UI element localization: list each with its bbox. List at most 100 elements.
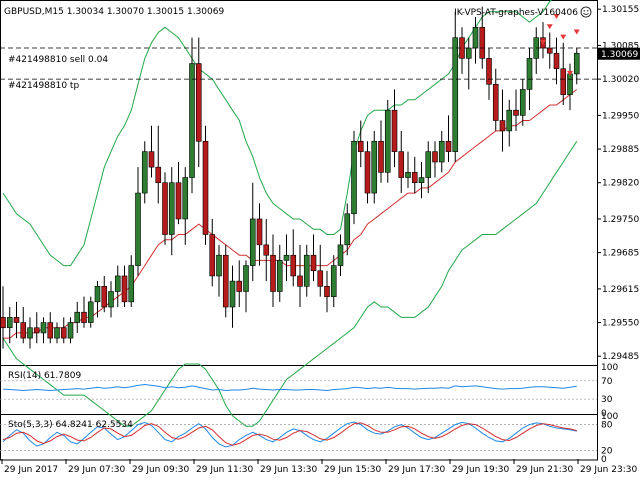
candle [236, 260, 243, 308]
trade-arrow [540, 39, 546, 45]
candle-body [236, 280, 243, 292]
candle-body [135, 192, 141, 266]
candle [533, 27, 540, 74]
candle [465, 37, 472, 90]
stochastic-label: Sto(5,3,3) 64.8241 62.5534 [8, 420, 133, 430]
candle-body [101, 286, 108, 308]
candle [94, 281, 101, 318]
candle-body [519, 89, 526, 116]
candle-body [432, 151, 438, 163]
candle [297, 244, 303, 308]
candle [351, 130, 357, 225]
candle [67, 317, 74, 344]
candle [290, 229, 297, 287]
current-price-badge [598, 47, 640, 60]
candle-body [189, 63, 195, 178]
candle-body [270, 254, 276, 292]
candle-body [47, 322, 54, 339]
candle [398, 130, 405, 194]
candle [486, 48, 492, 100]
candle-body [6, 317, 13, 329]
moving-average [3, 89, 578, 339]
rsi-level-label: 30 [601, 395, 613, 405]
candle-body [94, 286, 101, 303]
stochastic-level-label: 20 [601, 446, 613, 456]
candle-body [411, 172, 418, 184]
candle-body [330, 265, 337, 297]
candle-body [479, 27, 486, 59]
candle-body [567, 73, 573, 95]
candle [371, 130, 378, 204]
smiley-icon [580, 6, 592, 18]
candle-body [202, 140, 209, 235]
candle-body [384, 109, 391, 173]
candle-body [141, 151, 148, 194]
candle [560, 42, 567, 106]
candle [175, 161, 182, 225]
candle-body [283, 254, 290, 261]
candle-body [553, 52, 560, 70]
candle-body [418, 177, 425, 184]
stochastic-signal-line [2, 422, 577, 446]
candle-body [249, 218, 256, 266]
candle [513, 89, 519, 131]
symbol-info-label: GBPUSD,M15 1.30034 1.30070 1.30015 1.300… [4, 7, 224, 17]
candle-body [0, 317, 6, 329]
candle-body [20, 322, 27, 339]
candle-body [13, 317, 20, 323]
candle [195, 37, 202, 168]
candle [141, 141, 148, 204]
candle [432, 141, 438, 178]
candle-body [216, 254, 222, 277]
candle-body [243, 265, 249, 292]
candle [249, 182, 256, 282]
trade-arrow [560, 34, 567, 40]
candle-body [297, 275, 303, 287]
candle [445, 115, 452, 162]
candle-body [526, 58, 533, 90]
bollinger-upper-line [2, 0, 553, 267]
candle [33, 312, 40, 344]
tp-order-label: #421498810 tp [8, 81, 79, 91]
bollinger-lower-line [2, 141, 578, 427]
candle-body [256, 218, 263, 246]
indicator-name-label: IK-VPS-AT-graphes-V160406 [454, 8, 578, 18]
candle-body [486, 58, 492, 85]
candle [216, 244, 222, 297]
candle [114, 265, 121, 308]
candle [87, 296, 94, 328]
stochastic-level-label: 80 [601, 421, 613, 431]
candle-body [364, 151, 371, 194]
candle [60, 317, 67, 344]
candle [209, 218, 216, 287]
candle [243, 260, 249, 313]
candle-body [87, 301, 94, 323]
candle-body [560, 68, 567, 95]
stochastic-main-line [2, 421, 577, 448]
candle-body [310, 254, 317, 272]
candle [330, 255, 337, 308]
candle-body [195, 63, 202, 142]
candle-body [290, 254, 297, 277]
candle [553, 37, 560, 85]
candle [202, 125, 209, 245]
candle-body [40, 322, 47, 334]
price-tick-label: 1.29820 [602, 179, 639, 189]
candle [364, 141, 371, 204]
candle-body [452, 37, 459, 152]
candle [303, 244, 310, 297]
candle-body [121, 275, 128, 303]
candle [74, 301, 81, 333]
candle [425, 141, 432, 194]
candle [182, 167, 189, 245]
candle-body [351, 140, 357, 215]
bollinger-bands [2, 0, 578, 427]
price-tick-label: 1.29685 [602, 249, 639, 259]
candle [256, 203, 263, 266]
candle [357, 120, 364, 168]
chart-frame [0, 0, 598, 461]
time-tick-label: 29 Jun 19:30 [452, 465, 509, 475]
candle-body [499, 120, 506, 132]
candle-body [445, 140, 452, 152]
